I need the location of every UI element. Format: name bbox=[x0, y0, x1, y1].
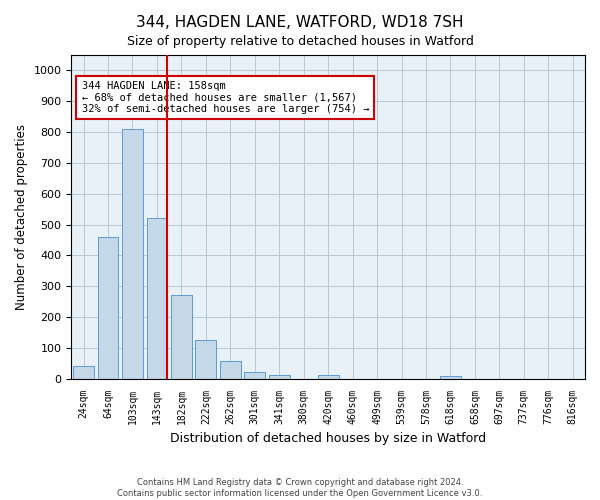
Y-axis label: Number of detached properties: Number of detached properties bbox=[15, 124, 28, 310]
Bar bbox=[220, 361, 241, 378]
Text: Contains HM Land Registry data © Crown copyright and database right 2024.
Contai: Contains HM Land Registry data © Crown c… bbox=[118, 478, 482, 498]
X-axis label: Distribution of detached houses by size in Watford: Distribution of detached houses by size … bbox=[170, 432, 486, 445]
Bar bbox=[440, 376, 461, 378]
Bar bbox=[122, 129, 143, 378]
Bar bbox=[98, 237, 118, 378]
Text: Size of property relative to detached houses in Watford: Size of property relative to detached ho… bbox=[127, 35, 473, 48]
Bar bbox=[196, 340, 216, 378]
Bar bbox=[171, 296, 192, 378]
Bar bbox=[146, 218, 167, 378]
Bar bbox=[244, 372, 265, 378]
Bar bbox=[318, 375, 338, 378]
Text: 344 HAGDEN LANE: 158sqm
← 68% of detached houses are smaller (1,567)
32% of semi: 344 HAGDEN LANE: 158sqm ← 68% of detache… bbox=[82, 81, 369, 114]
Bar bbox=[73, 366, 94, 378]
Bar bbox=[269, 375, 290, 378]
Text: 344, HAGDEN LANE, WATFORD, WD18 7SH: 344, HAGDEN LANE, WATFORD, WD18 7SH bbox=[136, 15, 464, 30]
